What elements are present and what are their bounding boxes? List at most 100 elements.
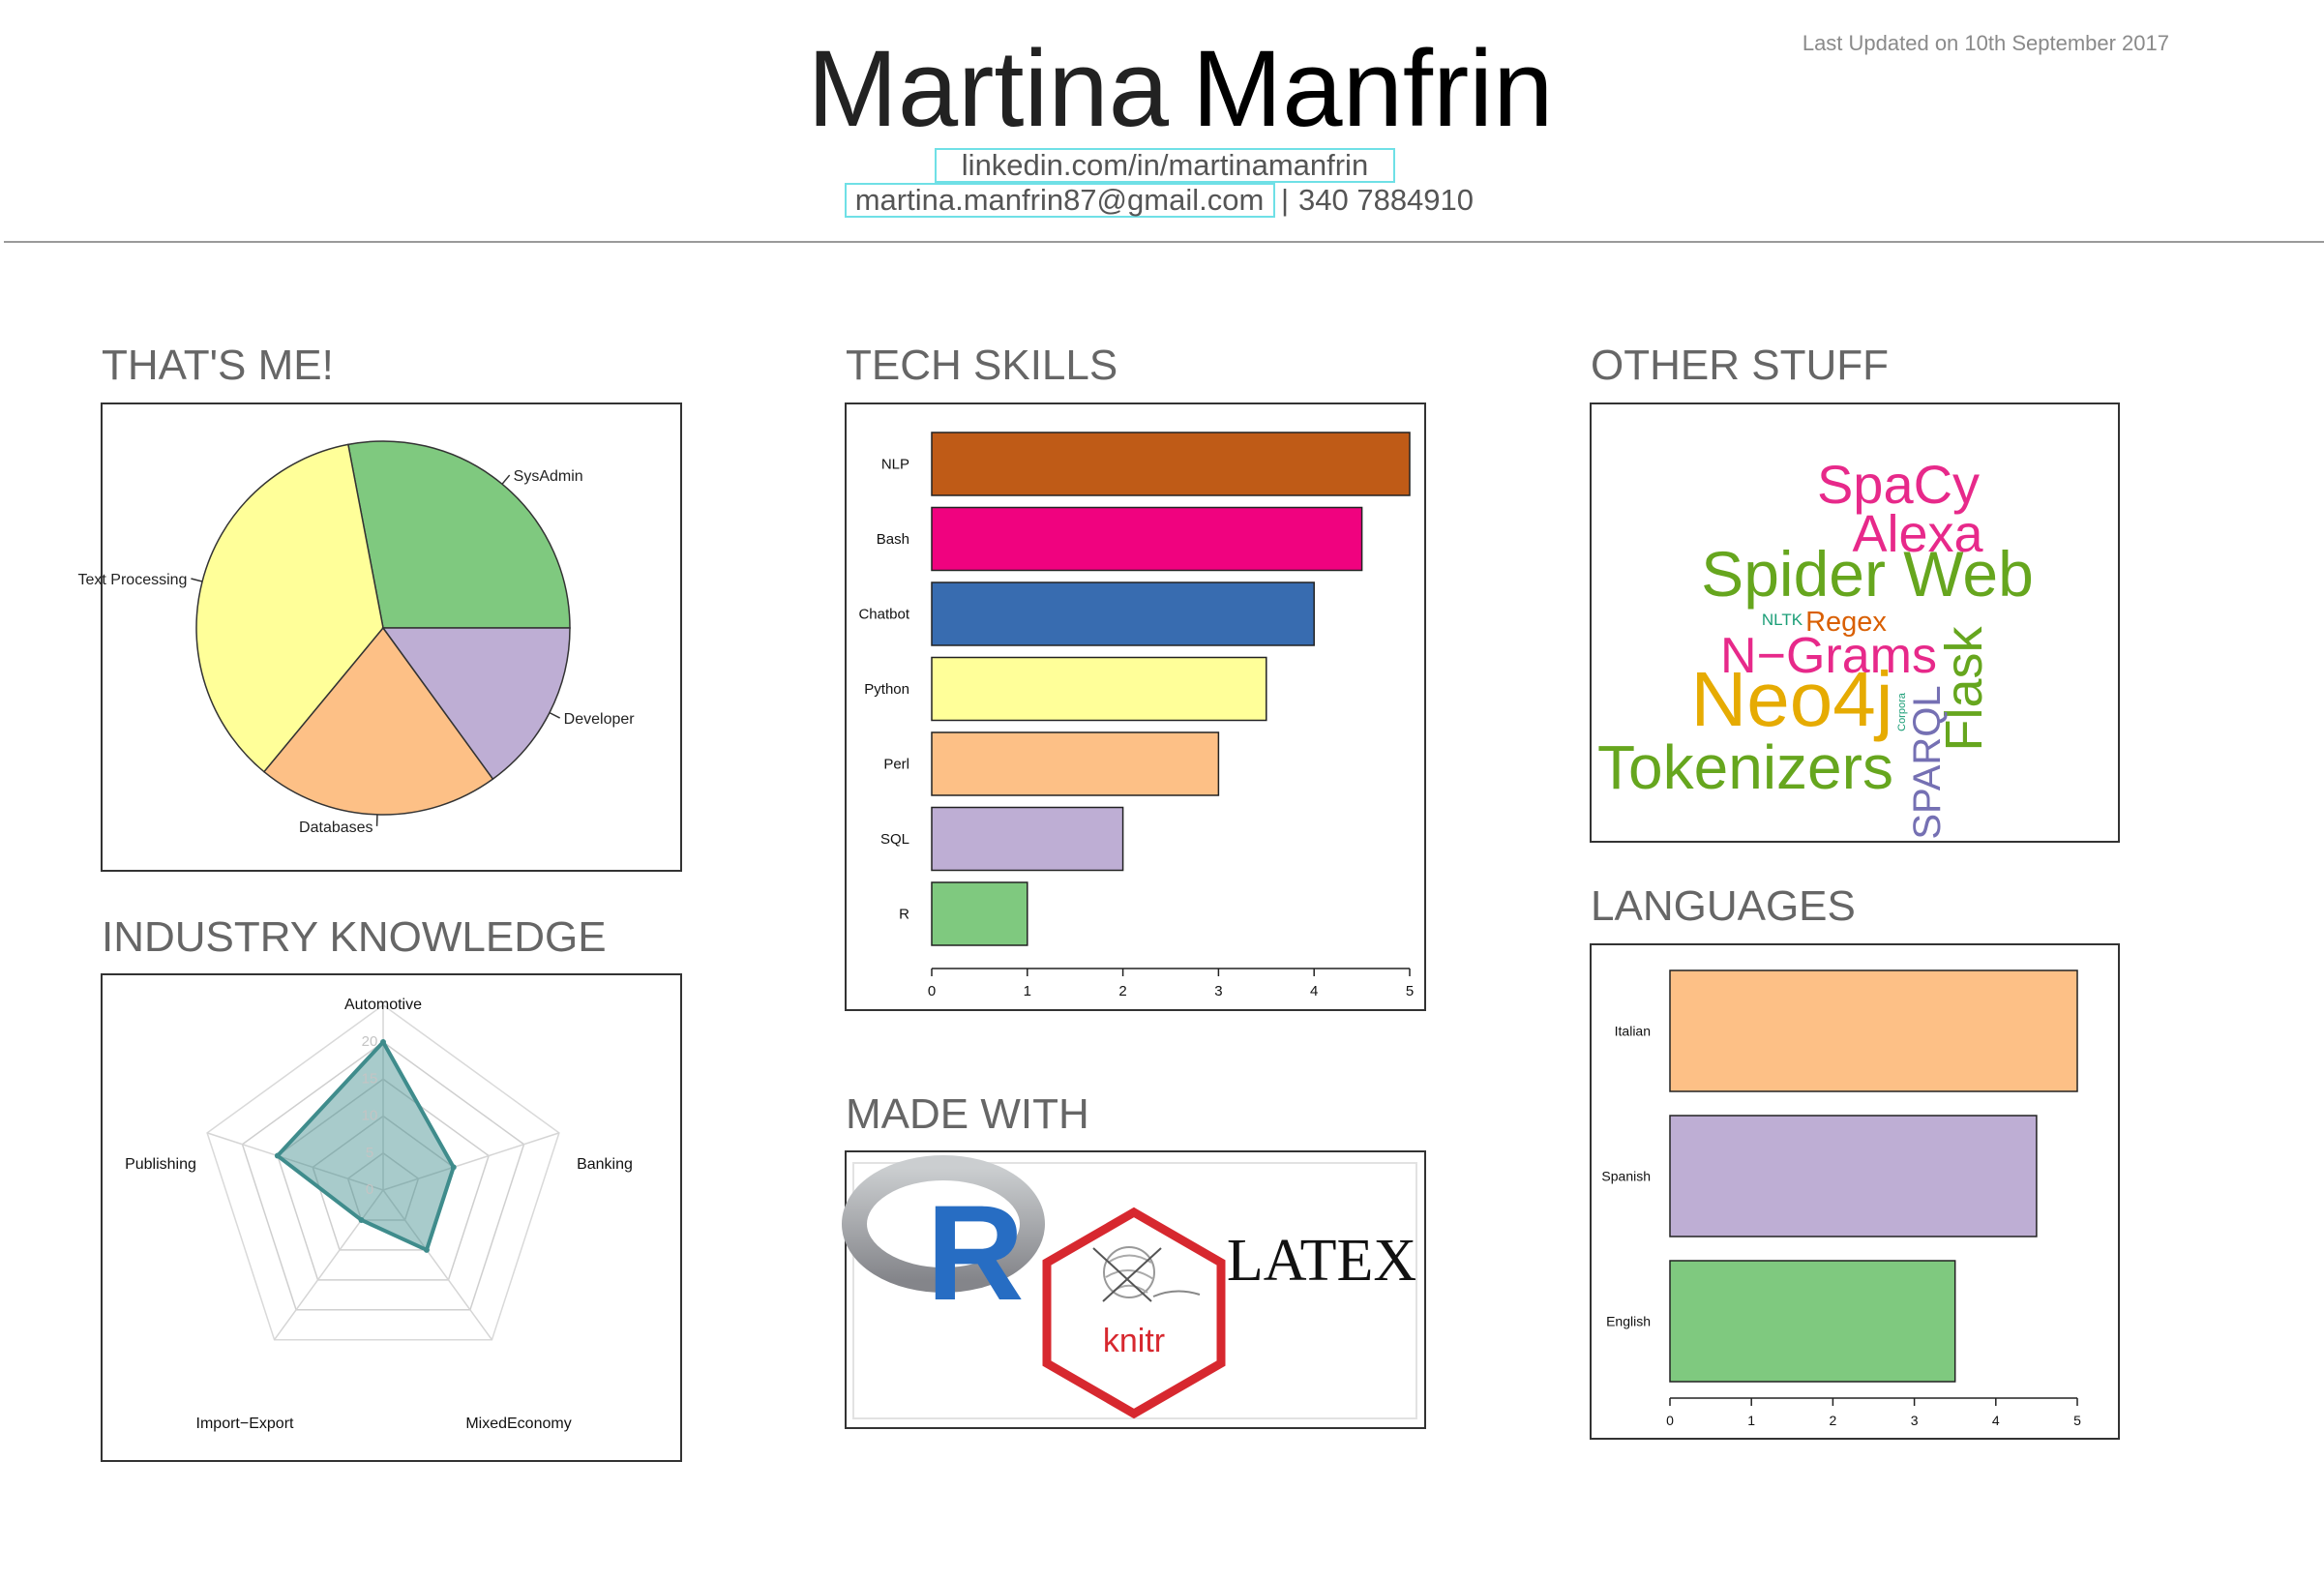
x-tick-label: 0: [928, 983, 936, 999]
x-tick-label: 2: [1118, 983, 1126, 999]
radar-axis-label: Import−Export: [196, 1416, 294, 1432]
bar-category-label: Bash: [877, 531, 909, 548]
bar-category-label: R: [899, 907, 909, 923]
word-item: SpaCy: [1817, 454, 1980, 515]
radar-point: [450, 1164, 457, 1171]
languages-chart: Italian Spanish English 0 1 2 3 4 5: [1601, 969, 2081, 1428]
latex-logo-text: LATEX: [1227, 1228, 1416, 1294]
radar-axis: [206, 1132, 384, 1191]
radar-axis: [273, 1189, 384, 1341]
radar-point: [274, 1152, 281, 1159]
x-tick-label: 1: [1024, 983, 1031, 999]
pie-label: Text Processing: [78, 572, 188, 588]
radar-point: [423, 1246, 430, 1253]
bar: [931, 506, 1363, 572]
word-item: Regex: [1805, 607, 1887, 638]
first-name: Martina: [808, 28, 1170, 149]
word-item: Tokenizers: [1597, 732, 1893, 802]
r-logo-letter: R: [926, 1177, 1024, 1328]
knitr-logo-text: knitr: [1103, 1323, 1165, 1359]
pie-slice: [195, 443, 384, 773]
knitr-logo-icon: knitr: [1042, 1207, 1226, 1419]
section-title-other: OTHER STUFF: [1591, 342, 1889, 389]
email-link-focus: [845, 183, 1275, 218]
radar-grid: [312, 1115, 455, 1251]
section-title-made-with: MADE WITH: [846, 1090, 1089, 1138]
bar: [931, 432, 1411, 496]
x-tick-label: 3: [1214, 983, 1222, 999]
radar-tick-label: 5: [366, 1145, 373, 1161]
bar-category-label: Italian: [1615, 1024, 1651, 1039]
word-item: Corpora: [1896, 692, 1908, 731]
radar-grid: [346, 1151, 420, 1221]
section-title-industry: INDUSTRY KNOWLEDGE: [102, 913, 607, 961]
bar: [1669, 1115, 2038, 1237]
bar: [931, 731, 1220, 796]
name-title: Martina Manfrin: [808, 28, 1554, 149]
radar-grid-outer: [206, 1003, 560, 1341]
tech-skills-chart: NLP Bash Chatbot Python Perl SQL R 0 1 2 3 4 5: [858, 432, 1414, 999]
pie-chart: SysAdmin Text Processing Databases Develope…: [78, 440, 636, 836]
other-stuff-panel: [1590, 402, 2120, 843]
bar-category-label: Chatbot: [858, 607, 909, 623]
x-tick-label: 0: [1666, 1413, 1674, 1428]
contact-separator: |: [1281, 183, 1289, 217]
pie-label-tick: [501, 474, 511, 485]
bar-category-label: Python: [864, 681, 909, 698]
radar-chart: 0 5 10 15 20 Automotive Banking MixedEconomy Imp…: [125, 997, 633, 1432]
last-updated: Last Updated on 10th September 2017: [1803, 31, 2169, 55]
word-item: Alexa: [1852, 505, 1983, 563]
radar-axis-label: Publishing: [125, 1156, 196, 1173]
radar-point: [380, 1039, 386, 1045]
bar-category-label: Perl: [883, 757, 909, 773]
bar: [931, 656, 1267, 722]
x-tick-label: 3: [1911, 1413, 1919, 1428]
x-tick-label: 5: [2073, 1413, 2081, 1428]
bar-category-label: SQL: [880, 831, 909, 848]
radar-axis-label: MixedEconomy: [465, 1416, 571, 1432]
radar-tick-label: 15: [362, 1070, 378, 1087]
pie-label-tick: [549, 711, 560, 719]
linkedin-link-focus: [935, 148, 1395, 183]
word-item: Spider Web: [1701, 538, 2034, 610]
word-item: NLTK: [1762, 611, 1803, 629]
radar-axis: [382, 1132, 560, 1191]
x-tick-label: 2: [1830, 1413, 1837, 1428]
section-title-tech: TECH SKILLS: [846, 342, 1117, 389]
pie-label-tick: [191, 578, 203, 582]
radar-area: [274, 1038, 456, 1253]
phone-number: 340 7884910: [1298, 183, 1474, 217]
radar-grid: [276, 1078, 491, 1281]
last-name: Manfrin: [1192, 28, 1553, 149]
radar-axis-label: Automotive: [344, 997, 422, 1013]
bar: [1669, 969, 2078, 1092]
bar-category-label: Spanish: [1601, 1169, 1651, 1184]
email-link[interactable]: martina.manfrin87@gmail.com: [855, 183, 1265, 217]
pie-label: SysAdmin: [514, 468, 583, 485]
x-tick-label: 4: [1992, 1413, 2000, 1428]
x-tick-label: 5: [1406, 983, 1414, 999]
pie-slice: [346, 440, 571, 629]
word-item: Neo4j: [1690, 656, 1892, 742]
bar: [931, 881, 1028, 946]
r-logo-icon: R: [842, 1155, 1045, 1328]
x-tick-label: 4: [1310, 983, 1318, 999]
radar-axis: [382, 1189, 493, 1341]
word-item: SPARQL: [1906, 685, 1949, 839]
x-tick-label: 1: [1747, 1413, 1755, 1428]
section-title-languages: LANGUAGES: [1591, 882, 1856, 930]
section-title-thats-me: THAT'S ME!: [102, 342, 334, 389]
radar-grid: [241, 1041, 525, 1311]
bar-category-label: NLP: [881, 457, 909, 473]
latex-logo-icon: LATEX: [1227, 1228, 1416, 1294]
bar: [931, 806, 1124, 872]
word-cloud: SpaCy Alexa Spider Web NLTK Regex N−Gram…: [1597, 454, 2034, 840]
radar-point: [358, 1216, 365, 1223]
word-item: N−Grams: [1720, 628, 1937, 684]
radar-axis-label: Banking: [577, 1156, 633, 1173]
pie-label: Developer: [564, 711, 636, 728]
radar-tick-label: 20: [362, 1033, 378, 1050]
bar: [931, 581, 1315, 646]
linkedin-link[interactable]: linkedin.com/in/martinamanfrin: [962, 148, 1368, 182]
